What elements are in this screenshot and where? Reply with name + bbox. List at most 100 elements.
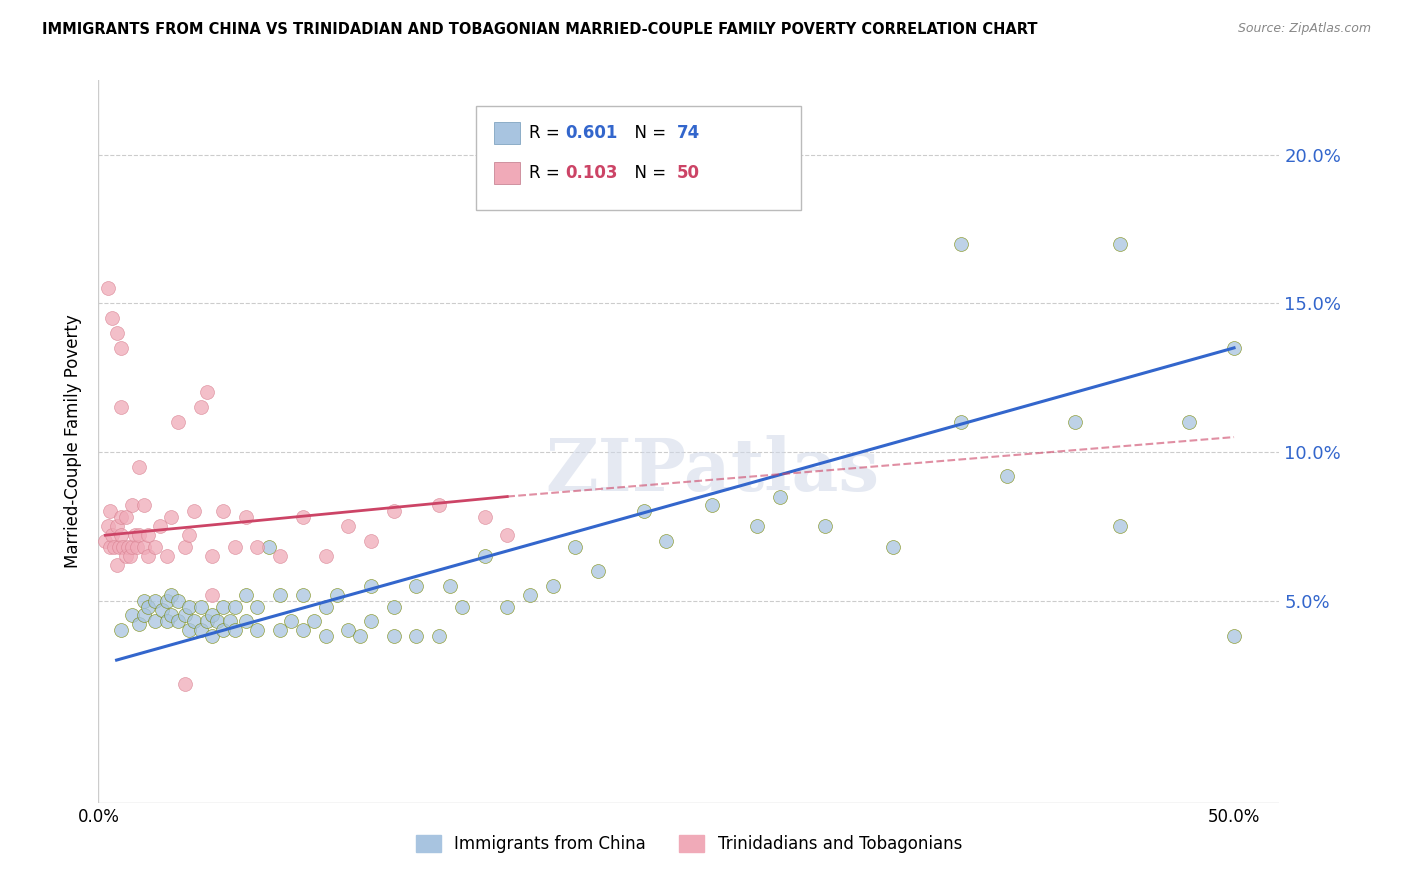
Point	[105, 519, 128, 533]
Point	[173, 608, 195, 623]
Point	[882, 540, 904, 554]
Point	[224, 599, 246, 614]
Point	[105, 326, 128, 340]
Point	[125, 540, 148, 554]
Point	[117, 540, 139, 554]
Point	[96, 281, 118, 295]
Point	[201, 629, 224, 643]
Point	[235, 615, 257, 629]
Point	[246, 540, 269, 554]
Point	[280, 615, 302, 629]
Point	[496, 599, 519, 614]
Point	[269, 624, 291, 638]
Point	[94, 534, 117, 549]
Text: N =: N =	[624, 124, 671, 142]
Point	[110, 341, 132, 355]
Point	[128, 617, 150, 632]
Point	[302, 615, 325, 629]
Point	[1223, 629, 1246, 643]
Point	[124, 528, 146, 542]
Text: N =: N =	[624, 164, 671, 182]
Point	[173, 540, 195, 554]
Point	[110, 528, 132, 542]
Point	[201, 608, 224, 623]
Point	[291, 588, 314, 602]
Point	[108, 540, 131, 554]
Point	[219, 615, 242, 629]
Point	[315, 629, 337, 643]
Point	[315, 549, 337, 563]
Point	[179, 528, 201, 542]
Point	[114, 510, 136, 524]
Point	[315, 599, 337, 614]
Point	[291, 624, 314, 638]
Point	[98, 504, 121, 518]
Point	[183, 504, 205, 518]
Point	[474, 549, 496, 563]
Point	[132, 593, 155, 607]
Point	[586, 564, 609, 578]
Point	[655, 534, 678, 549]
Point	[201, 549, 224, 563]
Point	[155, 593, 177, 607]
Point	[257, 540, 280, 554]
Point	[110, 624, 132, 638]
Point	[1223, 341, 1246, 355]
Point	[269, 549, 291, 563]
Point	[121, 608, 143, 623]
Point	[121, 540, 143, 554]
Point	[101, 528, 124, 542]
Point	[1064, 415, 1087, 429]
Point	[167, 593, 190, 607]
Y-axis label: Married-Couple Family Poverty: Married-Couple Family Poverty	[65, 315, 83, 568]
Point	[1177, 415, 1199, 429]
Point	[138, 599, 160, 614]
Point	[564, 540, 586, 554]
Point	[519, 588, 541, 602]
Point	[143, 593, 166, 607]
Point	[427, 499, 450, 513]
Text: R =: R =	[530, 164, 565, 182]
Point	[132, 540, 155, 554]
Point	[1109, 519, 1132, 533]
Point	[150, 602, 173, 616]
Point	[405, 579, 427, 593]
Point	[496, 528, 519, 542]
Point	[745, 519, 768, 533]
Point	[110, 510, 132, 524]
FancyBboxPatch shape	[477, 105, 801, 211]
Point	[235, 510, 257, 524]
FancyBboxPatch shape	[494, 162, 520, 184]
Text: 74: 74	[678, 124, 700, 142]
Text: IMMIGRANTS FROM CHINA VS TRINIDADIAN AND TOBAGONIAN MARRIED-COUPLE FAMILY POVERT: IMMIGRANTS FROM CHINA VS TRINIDADIAN AND…	[42, 22, 1038, 37]
Point	[382, 629, 405, 643]
Point	[405, 629, 427, 643]
Point	[98, 540, 121, 554]
Point	[121, 499, 143, 513]
Point	[167, 615, 190, 629]
Point	[382, 504, 405, 518]
Point	[450, 599, 472, 614]
Point	[173, 677, 195, 691]
Point	[103, 540, 125, 554]
Point	[224, 624, 246, 638]
Point	[138, 549, 160, 563]
Point	[143, 615, 166, 629]
Point	[950, 415, 973, 429]
Point	[179, 599, 201, 614]
Point	[235, 588, 257, 602]
Point	[995, 468, 1018, 483]
Point	[149, 519, 172, 533]
Point	[179, 624, 201, 638]
Point	[212, 599, 235, 614]
Point	[143, 540, 166, 554]
Point	[190, 401, 212, 415]
Point	[337, 519, 360, 533]
Text: 0.601: 0.601	[565, 124, 617, 142]
Point	[723, 147, 745, 161]
FancyBboxPatch shape	[494, 122, 520, 144]
Point	[541, 579, 564, 593]
Point	[326, 588, 349, 602]
Point	[160, 608, 183, 623]
Point	[1109, 236, 1132, 251]
